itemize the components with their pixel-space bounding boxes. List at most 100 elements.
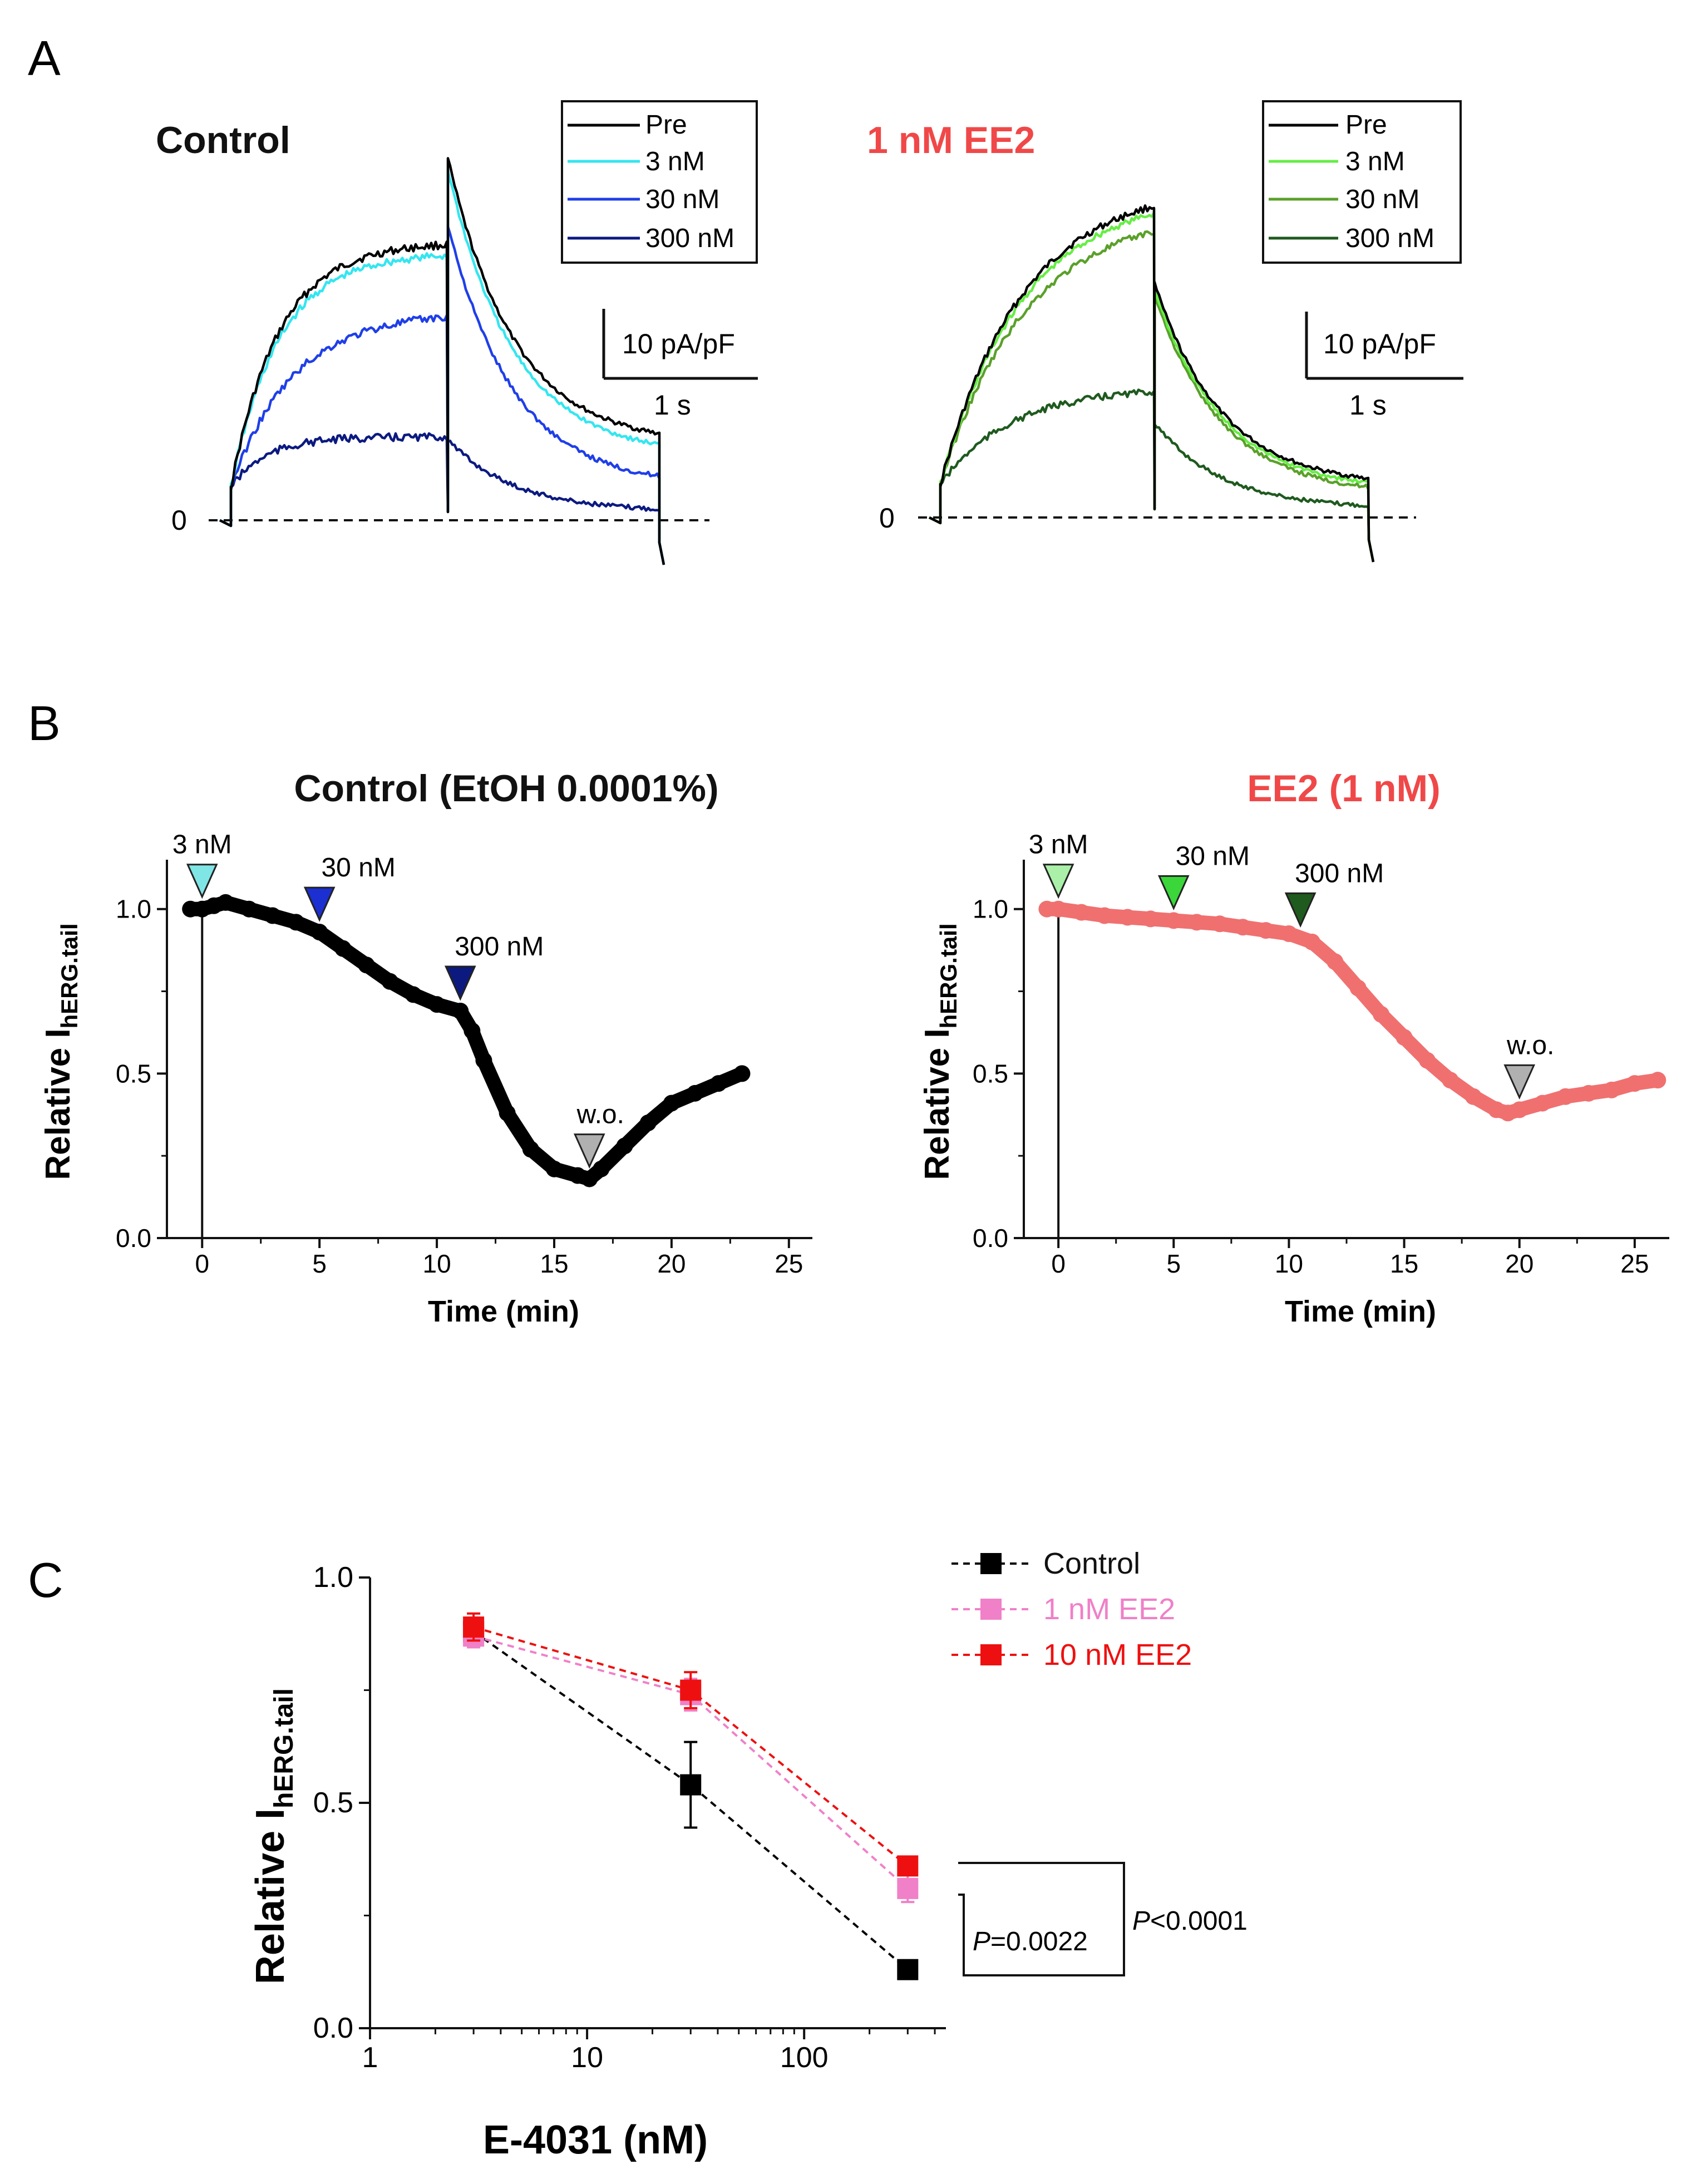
data-point xyxy=(464,1022,481,1039)
data-point xyxy=(1096,907,1113,924)
concentration-marker xyxy=(303,886,336,922)
x-tick-label: 15 xyxy=(540,1249,568,1278)
x-tick-label: 20 xyxy=(1505,1249,1534,1278)
marker-label: 30 nM xyxy=(1176,841,1250,871)
data-point xyxy=(1303,933,1320,950)
y-tick-label: 0.5 xyxy=(313,1787,353,1819)
panel-label-b: B xyxy=(28,696,61,751)
current-traces xyxy=(219,157,665,565)
x-tick-label: 10 xyxy=(1275,1249,1303,1278)
x-tick-label: 10 xyxy=(423,1249,451,1278)
panel-label-a: A xyxy=(28,31,61,86)
concentration-marker xyxy=(1284,892,1317,928)
zero-label: 0 xyxy=(171,505,187,536)
x-tick-label: 15 xyxy=(1390,1249,1418,1278)
scale-time-label: 1 s xyxy=(1349,390,1387,421)
data-point xyxy=(1211,915,1229,933)
legend-label: 30 nM xyxy=(645,185,719,214)
data-point xyxy=(1165,912,1182,929)
data-point xyxy=(639,1115,657,1132)
panel-a-right-title: 1 nM EE2 xyxy=(867,119,1035,161)
panel-label-c: C xyxy=(28,1552,63,1608)
p-value-inner: P=0.0022 xyxy=(973,1927,1088,1956)
data-point xyxy=(687,1084,704,1102)
x-tick-label: 10 xyxy=(571,2042,603,2074)
scale-current-label: 10 pA/pF xyxy=(1323,328,1436,359)
legend-label: 3 nM xyxy=(645,147,705,176)
legend-label: Pre xyxy=(1345,110,1387,140)
data-point xyxy=(593,1160,610,1177)
legend: Pre 3 nM 30 nM 300 nM xyxy=(561,100,758,264)
y-tick-label: 0.0 xyxy=(313,2012,353,2044)
current-trace xyxy=(928,204,1375,563)
bracket-inner xyxy=(958,1894,965,1975)
data-point xyxy=(1580,1084,1597,1102)
data-point xyxy=(1280,925,1298,943)
data-point xyxy=(358,957,375,974)
data-point xyxy=(1050,900,1067,918)
data-point xyxy=(1119,909,1136,926)
x-axis-label: Time (min) xyxy=(428,1295,579,1328)
panel-c-dose-response: 1 10 100 0.0 0.5 1.0 E-4031 (nM) Relative IhE… xyxy=(248,1547,1248,2162)
y-axis-label: Relative IhERG.tail xyxy=(39,923,82,1180)
concentration-marker xyxy=(1157,875,1190,911)
y-axis-label: Relative IhERG.tail xyxy=(248,1688,299,1984)
legend-label: 10 nM EE2 xyxy=(1043,1638,1192,1672)
data-point xyxy=(1142,910,1159,928)
x-tick-label: 25 xyxy=(775,1249,803,1278)
legend-label: 1 nM EE2 xyxy=(1043,1593,1175,1626)
legend-label: Pre xyxy=(645,110,687,140)
x-tick-label: 5 xyxy=(1166,1249,1181,1278)
x-tick-label: 100 xyxy=(780,2042,829,2074)
x-tick-label: 25 xyxy=(1620,1249,1649,1278)
y-tick-label: 1.0 xyxy=(116,895,151,924)
marker-label: 300 nM xyxy=(455,932,544,962)
data-point xyxy=(1349,979,1367,997)
data-point xyxy=(546,1160,563,1177)
data-point xyxy=(381,973,398,990)
panel-b-ee2: EE2 (1 nM) 0 5 10 15 20 25 0.0 0.5 1.0 3 nM 30 nM 3… xyxy=(918,767,1669,1328)
marker-label: 30 nM xyxy=(321,853,395,883)
series-line xyxy=(472,1630,909,1971)
legend-label: 3 nM xyxy=(1345,147,1405,176)
data-point xyxy=(1419,1052,1436,1069)
data-point xyxy=(334,940,352,957)
data-point xyxy=(680,1774,702,1796)
legend-label: Control xyxy=(1043,1547,1140,1580)
panel-b-left-title: Control (EtOH 0.0001%) xyxy=(294,767,718,810)
data-point xyxy=(311,924,328,941)
y-tick-label: 0.0 xyxy=(116,1224,151,1253)
current-trace xyxy=(219,157,665,565)
x-tick-label: 0 xyxy=(1051,1249,1066,1278)
y-tick-label: 0.5 xyxy=(973,1059,1008,1088)
scale-current-label: 10 pA/pF xyxy=(622,328,735,359)
data-point xyxy=(1649,1072,1666,1089)
legend-marker xyxy=(980,1553,1002,1574)
data-point xyxy=(428,996,446,1013)
scale-time-label: 1 s xyxy=(654,390,691,421)
data-point xyxy=(475,1052,492,1069)
legend-label: 300 nM xyxy=(645,224,734,253)
data-point xyxy=(710,1075,727,1092)
concentration-marker xyxy=(444,965,476,1001)
bracket-outer xyxy=(958,1862,1125,1976)
data-point xyxy=(1188,914,1205,931)
marker-label: w.o. xyxy=(1506,1031,1554,1060)
data-point xyxy=(1442,1072,1459,1089)
y-tick-label: 0.0 xyxy=(973,1224,1008,1253)
data-point xyxy=(1511,1101,1528,1118)
data-point xyxy=(1234,919,1251,936)
concentration-marker xyxy=(186,864,218,899)
legend-label: 300 nM xyxy=(1345,224,1434,253)
data-point xyxy=(288,914,304,931)
data-point xyxy=(1534,1095,1551,1112)
x-tick-label: 20 xyxy=(657,1249,686,1278)
p-value-outer: P<0.0001 xyxy=(1132,1906,1248,1936)
data-point xyxy=(522,1141,539,1158)
x-tick-label: 0 xyxy=(195,1249,209,1278)
data-point xyxy=(1465,1088,1482,1105)
concentration-marker xyxy=(573,1133,605,1169)
panel-a-control: Control 0 Pre 3 nM 30 nM 300 nM 10 pA/pF… xyxy=(156,100,758,565)
data-point xyxy=(452,1003,469,1019)
